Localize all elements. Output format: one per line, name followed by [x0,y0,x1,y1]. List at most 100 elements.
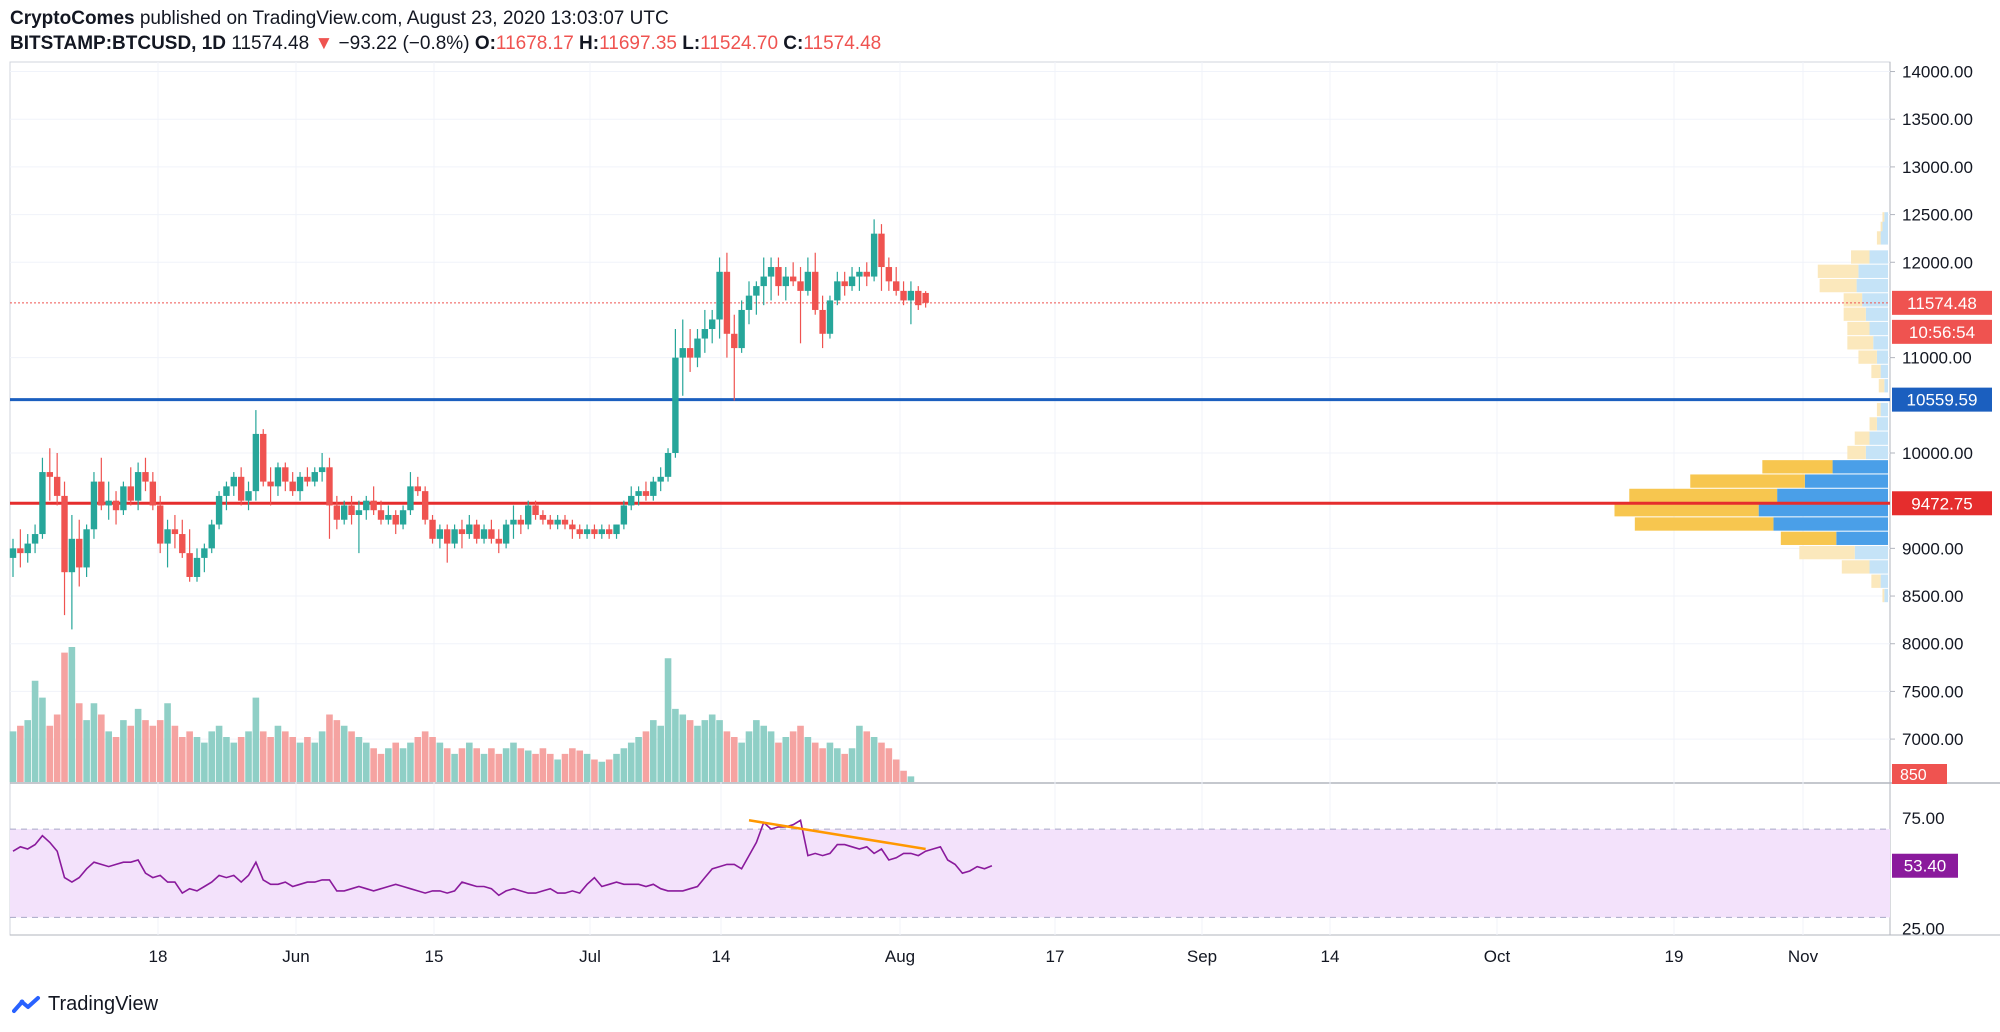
volume-bar [650,720,657,782]
volume-bar [819,748,826,782]
change-down-icon: ▼ [314,33,334,54]
volume-bar [340,725,348,782]
low-label: L: [682,33,701,54]
volume-profile-bar-up [1876,417,1888,431]
time-tick-label: 18 [149,947,168,966]
candle-body [421,491,429,520]
candle-body [635,491,642,496]
volume-profile-bar-up [1865,445,1888,460]
volume-bar [495,753,503,782]
candle-body [767,267,775,277]
high-label: H: [579,33,600,54]
tradingview-brand[interactable]: TradingView [12,993,158,1016]
volume-profile-bar-up [1876,350,1888,364]
candle-body [377,510,385,520]
candle-body [355,510,363,515]
candle-body [591,529,598,535]
chart-frame [9,61,1891,936]
candle-body [186,553,193,577]
last-price: 11574.48 [231,33,310,54]
time-tick-label: 17 [1046,947,1065,966]
candle-body [539,514,547,520]
volume-bar [259,731,267,782]
volume-bar [164,703,171,782]
volume-profile-bar-down [1817,264,1859,278]
volume-bar [156,720,164,782]
volume-profile-bar-up [1880,231,1888,245]
volume-profile-bar-up [1865,307,1888,321]
volume-bar [782,737,790,782]
price-tick-label: 8500.00 [1902,587,1963,606]
candle-body [495,538,502,544]
resistance-badge-bg [1892,491,1992,516]
candle-body [223,486,230,496]
volume-bar [296,742,304,782]
volume-profile-bar-up [1880,402,1888,417]
candle-body [466,524,473,535]
volume-bar [892,759,900,782]
candle-body [510,519,517,525]
rsi-last-badge-bg [1892,853,1958,878]
price-tick-label: 10000.00 [1902,444,1973,463]
author-name[interactable]: CryptoComes [10,8,135,29]
volume-profile-bar-up [1869,321,1888,336]
open-value: 11678.17 [495,33,574,54]
volume-bar [458,748,466,782]
candle-body [370,500,377,511]
candle-body [701,329,709,339]
volume-bar [532,753,539,782]
volume-bar [171,725,179,782]
volume-bar [245,731,252,782]
candle-body [628,495,635,506]
tradingview-brand-name: TradingView [48,993,159,1015]
candle-body [789,276,797,282]
published-text: published on TradingView.com, August 23,… [139,8,669,29]
candle-body [620,505,628,525]
volume-bar [900,770,907,782]
countdown-badge-bg [1892,319,1992,344]
volume-bar [355,737,363,782]
volume-bar [488,748,495,782]
last-price-badge: 11574.48 [1907,294,1977,313]
price-tick-label: 11000.00 [1902,349,1972,368]
candle-body [407,486,414,511]
volume-profile-bar-down [1841,560,1870,574]
volume-profile-bar-down [1799,545,1855,560]
candle-body [46,472,53,477]
volume-profile-bar-down [1847,445,1866,460]
candle-body [856,271,863,277]
volume-profile-bar-down [1819,278,1857,293]
candle-body [392,514,399,525]
candle-body [193,557,201,577]
candle-body [164,529,171,544]
volume-bar [348,731,355,782]
price-change: −93.22 (−0.8%) [338,33,470,54]
volume-bar [46,725,54,782]
volume-profile-bar-up [1856,278,1888,293]
symbol-label[interactable]: BITSTAMP:BTCUSD, 1D [10,33,227,54]
candle-body [870,233,878,277]
volume-bar [657,725,664,782]
volume-bar [201,742,208,782]
candle-body [797,281,804,291]
candle-body [237,476,245,501]
time-tick-label: Jun [282,947,309,966]
volume-bar [804,737,812,782]
volume-bar [237,737,245,782]
rsi-tick-label: 75.00 [1902,809,1945,828]
volume-bar [856,725,863,782]
volume-bar [75,703,83,782]
time-tick-label: 14 [712,947,731,966]
volume-bar [421,731,429,782]
volume-bar [267,737,274,782]
candle-body [863,271,870,277]
candle-body [657,476,664,482]
volume-profile-bar-down [1869,417,1877,431]
candle-body [179,534,186,554]
volume-bar [252,697,260,782]
volume-profile-bar-up [1858,264,1888,278]
candle-body [841,281,848,287]
candle-body [208,524,215,549]
volume-profile-bar-down [1690,474,1805,488]
